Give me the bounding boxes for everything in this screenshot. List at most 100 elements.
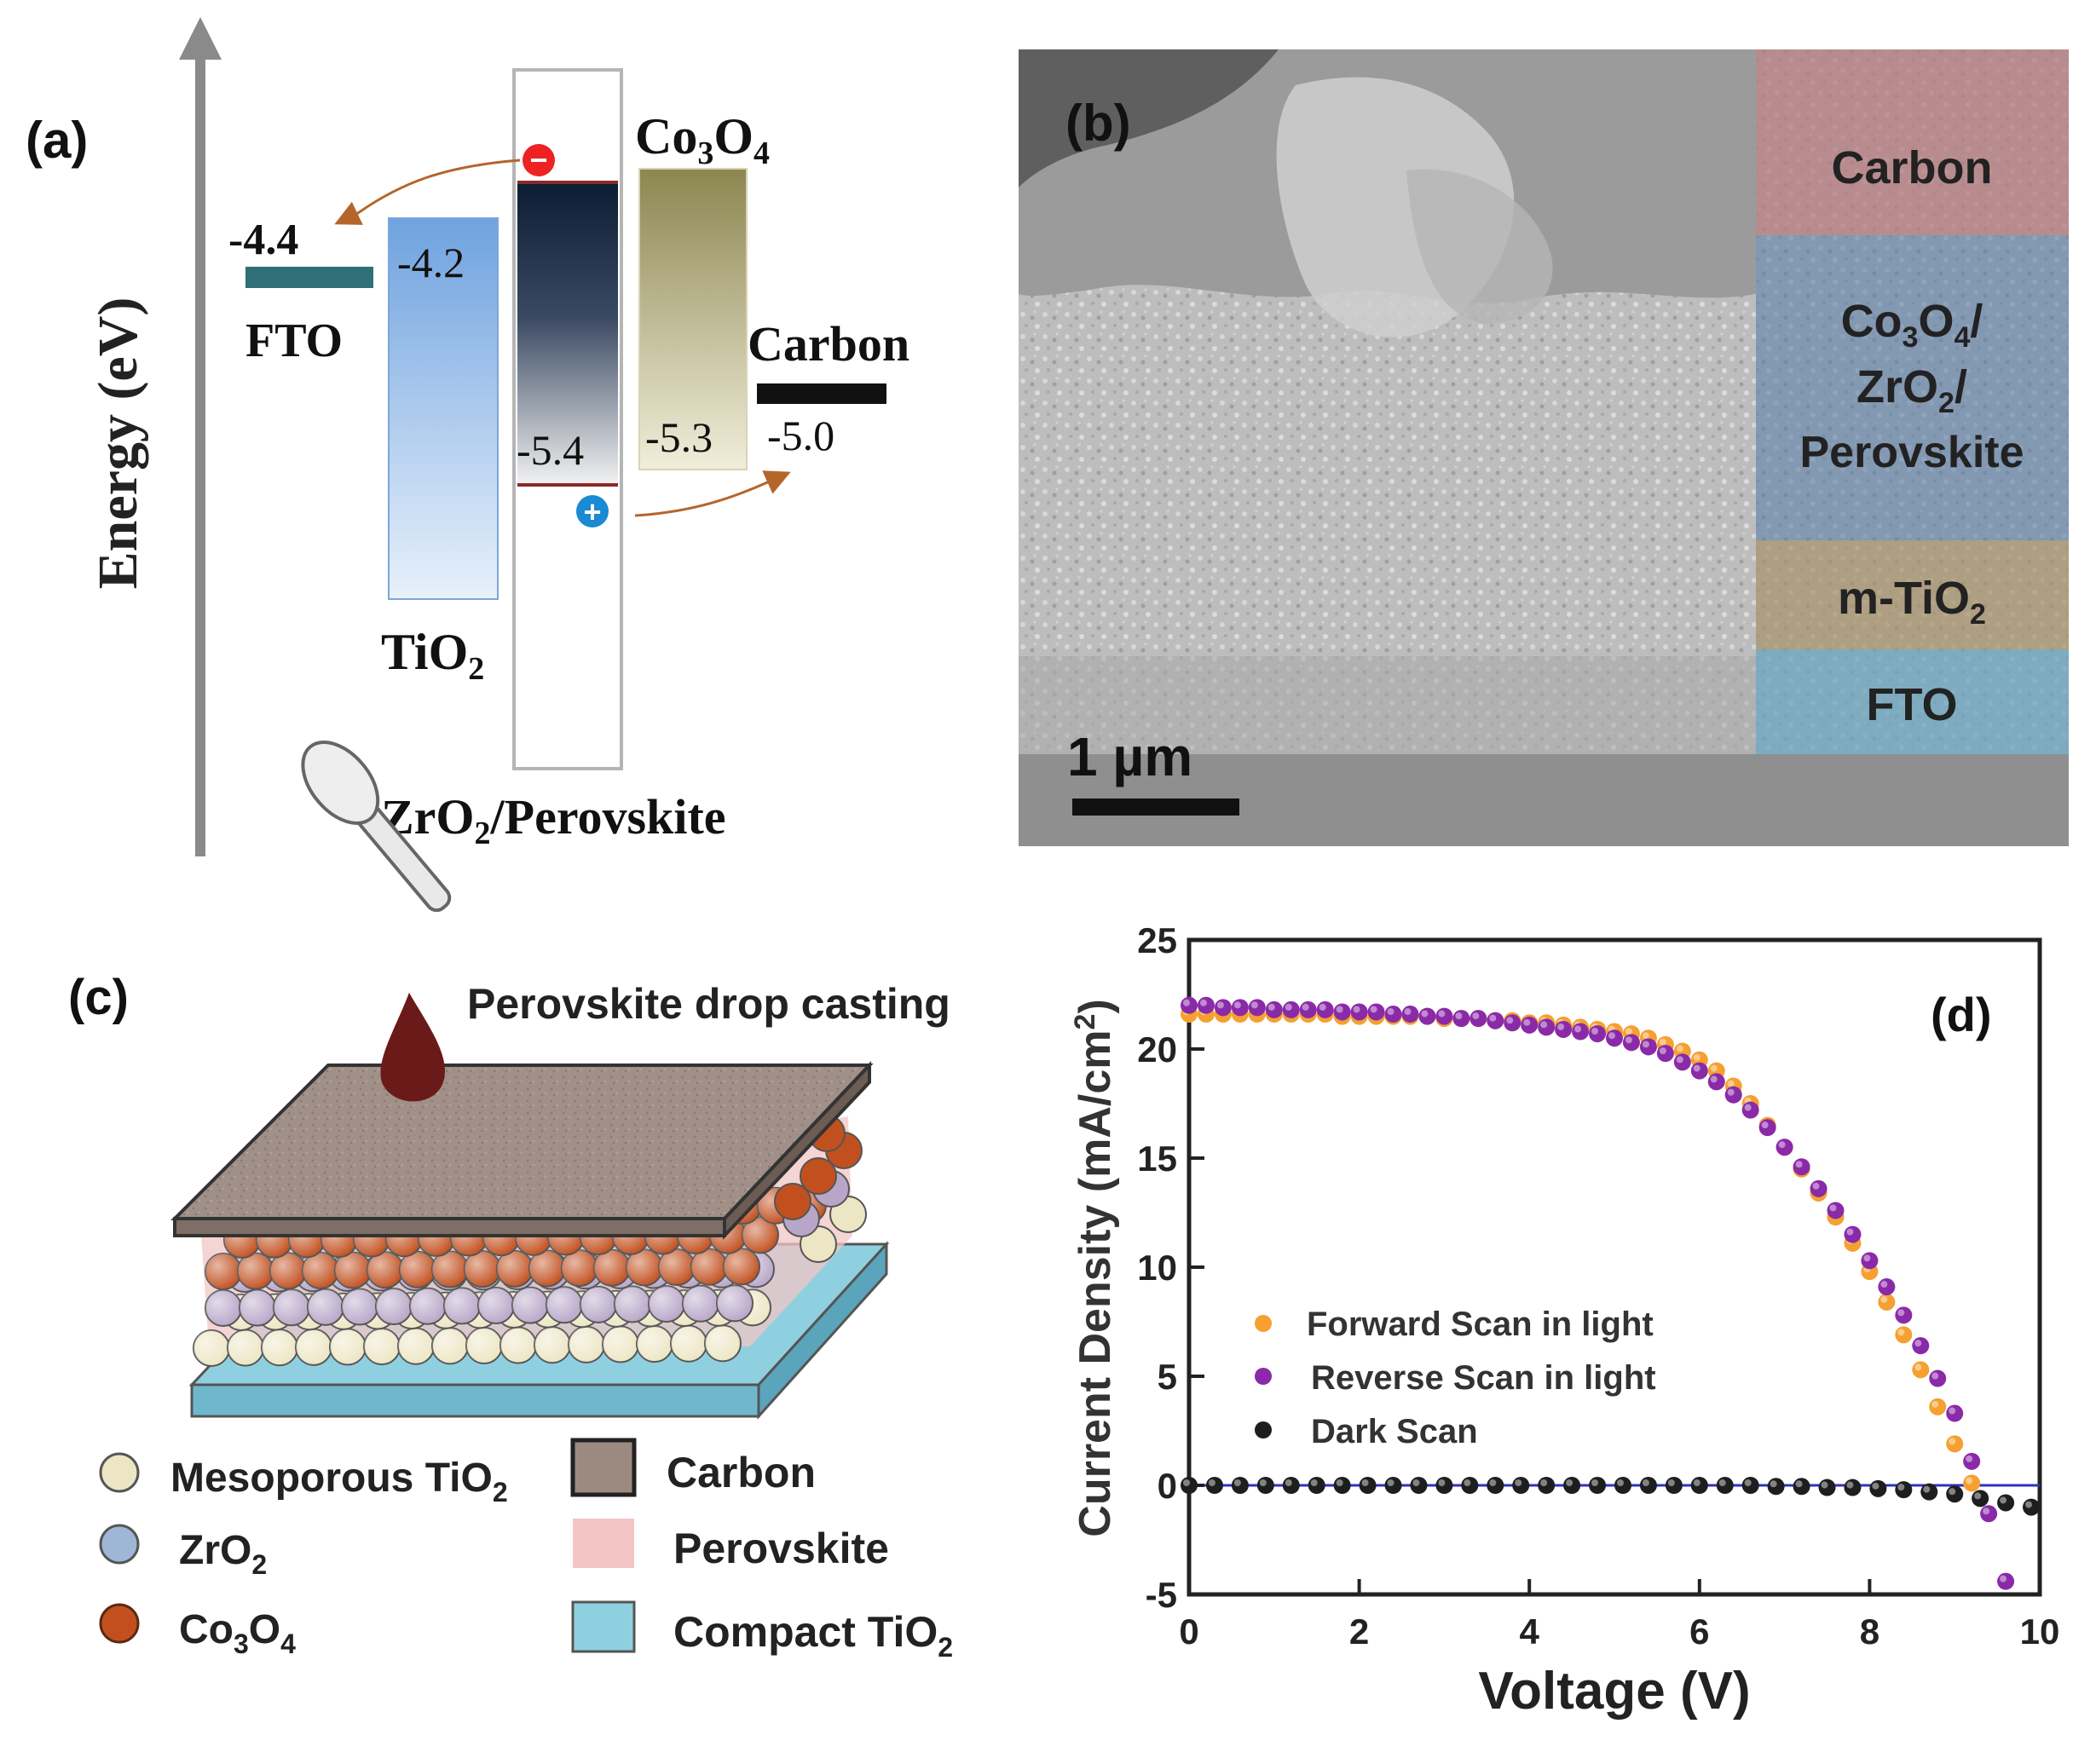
legend-reverse-label: Reverse Scan in light — [1311, 1359, 1656, 1397]
reverse-scan-in-light-point — [1181, 996, 1198, 1014]
particle-highlight — [626, 1249, 662, 1286]
y-tick-label: 15 — [1137, 1139, 1177, 1179]
carbon-label: Carbon — [748, 316, 909, 372]
reverse-scan-in-light-point-highlight — [1370, 1006, 1377, 1013]
particle-highlight — [717, 1285, 753, 1322]
legend-co3o4-swatch — [99, 1603, 140, 1644]
particle-highlight — [308, 1288, 344, 1325]
reverse-scan-in-light-point — [1452, 1010, 1470, 1028]
particle-highlight — [238, 1253, 274, 1289]
particle-highlight — [534, 1327, 570, 1363]
dark-scan-point-highlight — [1438, 1479, 1446, 1486]
reverse-scan-in-light-point — [1878, 1278, 1896, 1296]
particle-highlight — [240, 1289, 275, 1326]
layer-zro2-label: ZrO2/ — [1856, 361, 1967, 419]
reverse-scan-in-light-point-highlight — [1404, 1008, 1412, 1016]
reverse-scan-in-light-point-highlight — [1472, 1012, 1480, 1020]
forward-scan-in-light-point — [1895, 1326, 1913, 1344]
reverse-scan-in-light-point-highlight — [1302, 1003, 1309, 1011]
legend-dark-marker — [1255, 1421, 1272, 1438]
reverse-scan-in-light-point-highlight — [1557, 1023, 1565, 1030]
dark-scan-point-highlight — [1974, 1492, 1982, 1500]
reverse-scan-in-light-point-highlight — [1267, 1003, 1275, 1011]
legend-co3o4-label: Co3O4 — [179, 1607, 296, 1659]
reverse-scan-in-light-point — [1724, 1086, 1742, 1104]
tio2-level-value: -4.2 — [397, 239, 465, 286]
legend-carbon-label: Carbon — [667, 1449, 816, 1496]
y-tick-label: -5 — [1146, 1575, 1177, 1615]
dark-scan-point-highlight — [1795, 1480, 1803, 1488]
particle-highlight — [580, 1286, 616, 1323]
reverse-scan-in-light-point — [1963, 1452, 1981, 1470]
forward-scan-in-light-point-highlight — [1914, 1363, 1922, 1371]
dark-scan-point — [1205, 1477, 1223, 1494]
panel-a-label: (a) — [26, 112, 88, 169]
particle-highlight — [603, 1326, 638, 1363]
dark-scan-point — [1589, 1477, 1607, 1494]
reverse-scan-in-light-point — [1487, 1012, 1504, 1029]
co3o4-level-value: -5.3 — [645, 413, 713, 461]
reverse-scan-in-light-point — [1741, 1101, 1759, 1119]
dark-scan-point — [1384, 1477, 1402, 1494]
reverse-scan-in-light-point — [1673, 1053, 1691, 1071]
hole-icon — [576, 495, 609, 527]
x-axis-label: Voltage (V) — [1478, 1662, 1750, 1721]
reverse-scan-in-light-point — [1282, 1000, 1300, 1018]
dark-scan-point-highlight — [1591, 1479, 1599, 1486]
dark-scan-point-highlight — [1846, 1481, 1854, 1489]
tio2-label: TiO2 — [381, 624, 484, 687]
reverse-scan-in-light-point-highlight — [1438, 1010, 1446, 1017]
carbon-level-bar — [757, 383, 886, 404]
dark-scan-point — [1997, 1494, 2015, 1512]
reverse-scan-in-light-point-highlight — [1625, 1036, 1632, 1044]
particle-highlight — [478, 1288, 514, 1323]
reverse-scan-in-light-point — [1384, 1006, 1402, 1023]
dark-scan-point-highlight — [1361, 1479, 1369, 1486]
particle-highlight — [562, 1250, 598, 1287]
particle-highlight — [637, 1326, 673, 1363]
dark-scan-point — [1767, 1478, 1785, 1496]
reverse-scan-in-light-point-highlight — [1812, 1182, 1820, 1190]
dark-scan-point — [1844, 1479, 1862, 1496]
particle-highlight — [367, 1252, 403, 1288]
legend-compact-tio2-label: Compact TiO2 — [673, 1608, 953, 1663]
particle-highlight — [569, 1326, 604, 1363]
reverse-scan-in-light-point — [1435, 1007, 1453, 1025]
carbon-level-value: -5.0 — [767, 412, 834, 459]
dark-scan-point — [1435, 1477, 1453, 1494]
reverse-scan-in-light-point-highlight — [1744, 1104, 1752, 1111]
dark-scan-point-highlight — [1949, 1488, 1956, 1496]
reverse-scan-in-light-point-highlight — [1897, 1309, 1905, 1317]
energy-axis-arrowhead — [179, 17, 222, 60]
layer-mtio2-label: m-TiO2 — [1838, 573, 1986, 631]
fto-level-value: -4.4 — [228, 216, 298, 264]
particle-highlight — [659, 1249, 695, 1286]
forward-scan-in-light-point-highlight — [1659, 1038, 1666, 1046]
particle-highlight — [205, 1290, 241, 1326]
reverse-scan-in-light-point — [1316, 1000, 1334, 1018]
legend-carbon-swatch — [570, 1438, 637, 1497]
forward-scan-in-light-point-highlight — [1642, 1032, 1649, 1040]
y-tick-label: 5 — [1158, 1357, 1177, 1397]
reverse-scan-in-light-point-highlight — [1574, 1025, 1582, 1033]
dark-scan-point — [1487, 1477, 1504, 1494]
reverse-scan-in-light-point — [1265, 1000, 1283, 1018]
particle-highlight — [376, 1288, 412, 1325]
dark-scan-point-highlight — [1310, 1479, 1318, 1486]
dark-scan-point-highlight — [1718, 1479, 1726, 1486]
perovskite-drop-front — [380, 993, 445, 1102]
reverse-scan-in-light-point-highlight — [1591, 1028, 1599, 1035]
reverse-scan-in-light-point — [1639, 1038, 1657, 1056]
legend-dark-label: Dark Scan — [1311, 1413, 1478, 1450]
reverse-scan-in-light-point-highlight — [1216, 1001, 1224, 1009]
reverse-scan-in-light-point — [1895, 1306, 1913, 1324]
particle — [774, 1183, 811, 1220]
reverse-scan-in-light-point-highlight — [1710, 1075, 1718, 1083]
dark-scan-point-highlight — [1489, 1479, 1497, 1486]
dark-scan-point — [1741, 1477, 1759, 1494]
particle-highlight — [742, 1217, 778, 1254]
x-tick-label: 6 — [1689, 1611, 1709, 1652]
dark-scan-point-highlight — [2000, 1496, 2007, 1504]
